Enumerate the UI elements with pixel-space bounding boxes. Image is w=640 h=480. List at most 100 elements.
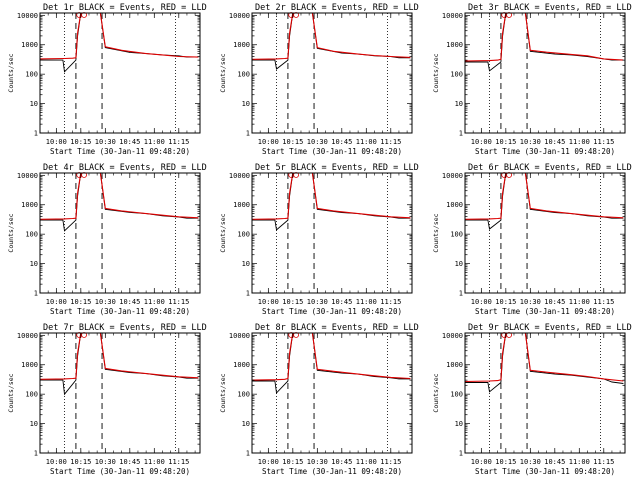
panel-title: Det 4r BLACK = Events, RED = LLD: [43, 163, 207, 173]
ytick-label: 10000: [229, 332, 250, 340]
xtick-label: 10:00: [258, 298, 279, 306]
xtick-label: 10:30: [95, 458, 116, 466]
detector-panel-4: Det 4r BLACK = Events, RED = LLD 10000 100…: [7, 163, 207, 316]
ytick-label: 1000: [446, 41, 463, 49]
xtick-label: 11:00: [569, 458, 590, 466]
ytick-label: 10: [242, 420, 250, 428]
xtick-label: 10:00: [46, 138, 67, 146]
xtick-label: 10:00: [471, 298, 492, 306]
x-axis-label: Start Time (30-Jan-11 09:48:20): [50, 147, 190, 156]
ytick-label: 1000: [233, 41, 250, 49]
y-axis-label: Counts/sec: [7, 213, 15, 252]
panel-title: Det 6r BLACK = Events, RED = LLD: [468, 163, 632, 173]
xtick-label: 11:00: [144, 298, 165, 306]
panel-title: Det 1r BLACK = Events, RED = LLD: [43, 3, 207, 13]
xtick-label: 11:15: [168, 298, 189, 306]
ytick-label: 10000: [17, 172, 38, 180]
xtick-label: 10:00: [258, 138, 279, 146]
xtick-label: 11:00: [356, 298, 377, 306]
ytick-label: 10: [30, 260, 38, 268]
x-axis-label: Start Time (30-Jan-11 09:48:20): [50, 307, 190, 316]
plot-frame: [39, 12, 201, 134]
ytick-label: 10: [30, 100, 38, 108]
y-axis-label: Counts/sec: [7, 53, 15, 92]
series-line-events: [252, 173, 411, 231]
series-line-events: [252, 333, 411, 394]
xtick-label: 10:45: [119, 458, 140, 466]
series-line-lld: [252, 13, 411, 60]
panel-title: Det 9r BLACK = Events, RED = LLD: [468, 323, 632, 333]
panel-title: Det 8r BLACK = Events, RED = LLD: [255, 323, 419, 333]
x-axis-label: Start Time (30-Jan-11 09:48:20): [475, 147, 615, 156]
detector-panel-2: Det 2r BLACK = Events, RED = LLD 10000 100…: [219, 3, 419, 156]
ytick-label: 1: [246, 130, 250, 138]
detector-panel-1: Det 1r BLACK = Events, RED = LLD 10000 100…: [7, 3, 207, 156]
xtick-label: 10:30: [307, 138, 328, 146]
ytick-label: 10: [242, 260, 250, 268]
xtick-label: 11:15: [380, 138, 401, 146]
series-line-lld: [252, 173, 411, 220]
ytick-label: 100: [25, 71, 38, 79]
xtick-label: 10:00: [46, 458, 67, 466]
xtick-label: 10:15: [70, 458, 91, 466]
plot-frame: [464, 12, 626, 134]
plot-frame: [39, 332, 201, 454]
y-axis-label: Counts/sec: [219, 213, 227, 252]
xtick-label: 10:15: [495, 138, 516, 146]
xtick-label: 10:15: [282, 298, 303, 306]
series-line-lld: [40, 333, 199, 380]
ytick-label: 10: [242, 100, 250, 108]
xtick-label: 10:15: [495, 298, 516, 306]
ytick-label: 100: [25, 391, 38, 399]
series-line-lld: [40, 173, 199, 220]
xtick-label: 11:00: [569, 138, 590, 146]
detector-panel-8: Det 8r BLACK = Events, RED = LLD 10000 100…: [219, 323, 419, 476]
xtick-label: 11:15: [593, 458, 614, 466]
x-axis-label: Start Time (30-Jan-11 09:48:20): [262, 307, 402, 316]
ytick-label: 100: [450, 391, 463, 399]
ytick-label: 1: [459, 290, 463, 298]
x-axis-label: Start Time (30-Jan-11 09:48:20): [475, 467, 615, 476]
xtick-label: 10:45: [544, 138, 565, 146]
xtick-label: 10:45: [331, 138, 352, 146]
ytick-label: 100: [237, 71, 250, 79]
series-line-events: [252, 13, 411, 70]
xtick-label: 11:00: [569, 298, 590, 306]
series-line-lld: [465, 173, 624, 220]
series-line-lld: [465, 333, 624, 383]
ytick-label: 1000: [21, 201, 38, 209]
series-line-lld: [465, 13, 624, 62]
detector-panel-3: Det 3r BLACK = Events, RED = LLD 10000 100…: [432, 3, 632, 156]
ytick-label: 10: [455, 420, 463, 428]
plot-frame: [251, 172, 413, 294]
xtick-label: 11:15: [168, 458, 189, 466]
xtick-label: 10:30: [95, 298, 116, 306]
xtick-label: 10:30: [307, 458, 328, 466]
xtick-label: 10:45: [544, 458, 565, 466]
y-axis-label: Counts/sec: [432, 213, 440, 252]
y-axis-label: Counts/sec: [432, 53, 440, 92]
x-axis-label: Start Time (30-Jan-11 09:48:20): [50, 467, 190, 476]
ytick-label: 10: [30, 420, 38, 428]
xtick-label: 10:00: [471, 458, 492, 466]
ytick-label: 1000: [21, 41, 38, 49]
ytick-label: 1: [34, 450, 38, 458]
y-axis-label: Counts/sec: [7, 373, 15, 412]
ytick-label: 1000: [233, 361, 250, 369]
xtick-label: 10:30: [307, 298, 328, 306]
series-line-events: [40, 13, 199, 73]
xtick-label: 11:00: [356, 458, 377, 466]
xtick-label: 10:45: [544, 298, 565, 306]
ytick-label: 1000: [233, 201, 250, 209]
detector-panel-5: Det 5r BLACK = Events, RED = LLD 10000 100…: [219, 163, 419, 316]
xtick-label: 10:15: [495, 458, 516, 466]
ytick-label: 100: [237, 391, 250, 399]
xtick-label: 10:15: [70, 298, 91, 306]
xtick-label: 11:15: [593, 138, 614, 146]
series-line-lld: [252, 333, 411, 381]
xtick-label: 10:30: [520, 298, 541, 306]
plot-frame: [251, 332, 413, 454]
ytick-label: 1: [246, 450, 250, 458]
series-line-events: [465, 173, 624, 230]
